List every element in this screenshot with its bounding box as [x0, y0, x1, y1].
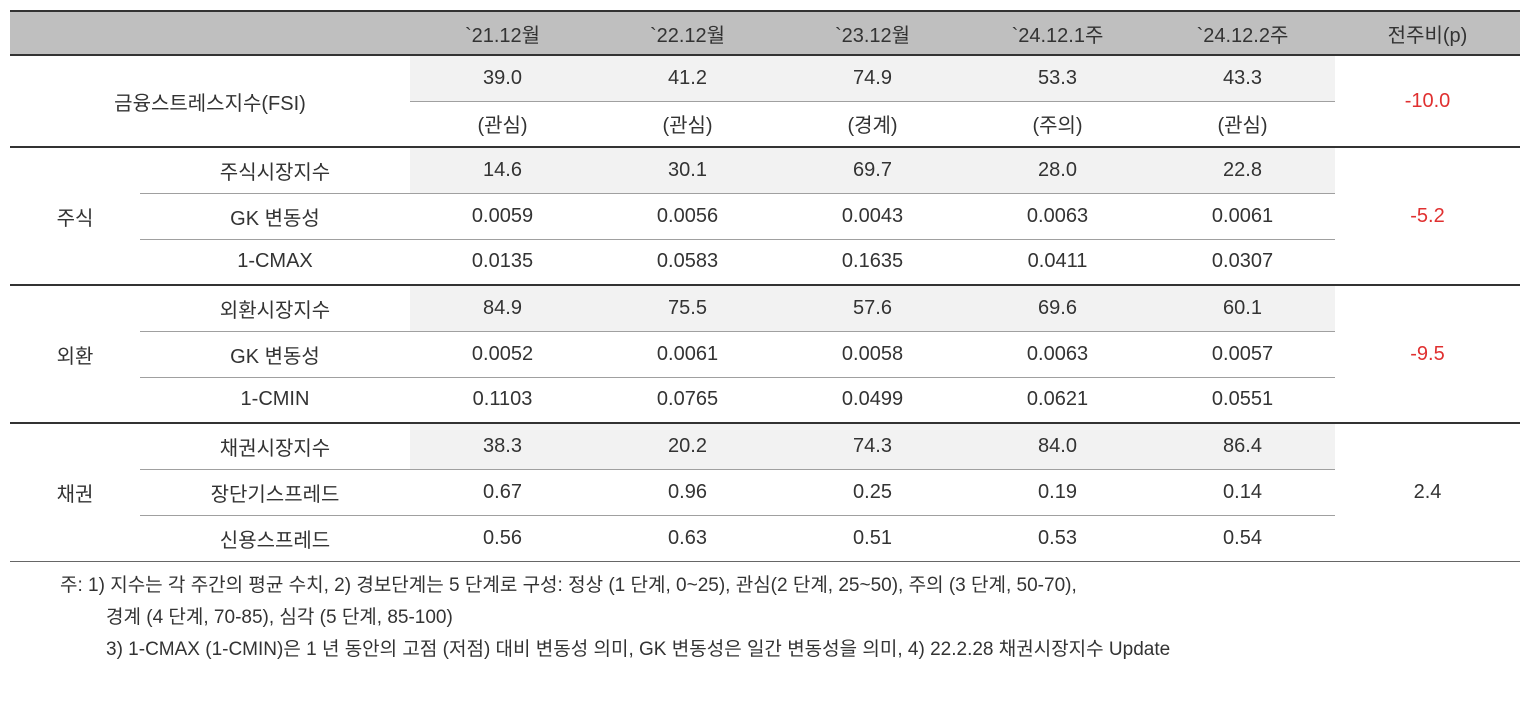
- value-cell: 22.8: [1150, 147, 1335, 193]
- value-cell: 14.6: [410, 147, 595, 193]
- value-cell: 0.14: [1150, 469, 1335, 515]
- table-row: 1-CMIN0.11030.07650.04990.06210.0551: [10, 377, 1520, 423]
- value-cell: 28.0: [965, 147, 1150, 193]
- table-row: 신용스프레드0.560.630.510.530.54: [10, 515, 1520, 561]
- header-row: `21.12월 `22.12월 `23.12월 `24.12.1주 `24.12…: [10, 11, 1520, 55]
- value-cell: 0.0052: [410, 331, 595, 377]
- value-cell: 0.53: [965, 515, 1150, 561]
- delta-cell: 2.4: [1335, 423, 1520, 561]
- value-cell: 0.0061: [1150, 193, 1335, 239]
- footnotes: 주: 1) 지수는 각 주간의 평균 수치, 2) 경보단계는 5 단계로 구성…: [10, 562, 1515, 667]
- header-blank: [10, 11, 410, 55]
- delta-cell: -5.2: [1335, 147, 1520, 285]
- value-cell: 0.0499: [780, 377, 965, 423]
- value-cell: 0.56: [410, 515, 595, 561]
- fsi-table: `21.12월 `22.12월 `23.12월 `24.12.1주 `24.12…: [10, 10, 1520, 562]
- group-label: 주식: [10, 147, 140, 285]
- value-cell: (관심): [595, 101, 780, 147]
- value-cell: 84.9: [410, 285, 595, 331]
- header-col-3: `23.12월: [780, 11, 965, 55]
- row-label: GK 변동성: [140, 193, 410, 239]
- footnote-line-1: 주: 1) 지수는 각 주간의 평균 수치, 2) 경보단계는 5 단계로 구성…: [60, 570, 1515, 602]
- table-row: GK 변동성0.00520.00610.00580.00630.0057: [10, 331, 1520, 377]
- group-label: 채권: [10, 423, 140, 561]
- value-cell: 0.54: [1150, 515, 1335, 561]
- value-cell: (주의): [965, 101, 1150, 147]
- value-cell: 75.5: [595, 285, 780, 331]
- value-cell: 0.0583: [595, 239, 780, 285]
- table-row: 채권채권시장지수38.320.274.384.086.42.4: [10, 423, 1520, 469]
- table-body: 금융스트레스지수(FSI)39.041.274.953.343.3-10.0(관…: [10, 55, 1520, 561]
- value-cell: 0.63: [595, 515, 780, 561]
- table-row: 외환외환시장지수84.975.557.669.660.1-9.5: [10, 285, 1520, 331]
- value-cell: 0.0043: [780, 193, 965, 239]
- value-cell: 69.7: [780, 147, 965, 193]
- table-row: 1-CMAX0.01350.05830.16350.04110.0307: [10, 239, 1520, 285]
- value-cell: 20.2: [595, 423, 780, 469]
- value-cell: 39.0: [410, 55, 595, 101]
- value-cell: 53.3: [965, 55, 1150, 101]
- header-col-1: `21.12월: [410, 11, 595, 55]
- table-row: 금융스트레스지수(FSI)39.041.274.953.343.3-10.0: [10, 55, 1520, 101]
- value-cell: 60.1: [1150, 285, 1335, 331]
- footnote-line-3: 3) 1-CMAX (1-CMIN)은 1 년 동안의 고점 (저점) 대비 변…: [60, 634, 1515, 666]
- value-cell: 0.0061: [595, 331, 780, 377]
- value-cell: 0.0307: [1150, 239, 1335, 285]
- row-label: 신용스프레드: [140, 515, 410, 561]
- value-cell: (경계): [780, 101, 965, 147]
- row-label: 1-CMAX: [140, 239, 410, 285]
- table-row: GK 변동성0.00590.00560.00430.00630.0061: [10, 193, 1520, 239]
- value-cell: (관심): [410, 101, 595, 147]
- value-cell: 0.1635: [780, 239, 965, 285]
- value-cell: 0.0057: [1150, 331, 1335, 377]
- value-cell: 0.0621: [965, 377, 1150, 423]
- value-cell: 0.25: [780, 469, 965, 515]
- value-cell: 86.4: [1150, 423, 1335, 469]
- value-cell: 0.0411: [965, 239, 1150, 285]
- group-label: 금융스트레스지수(FSI): [10, 55, 410, 147]
- value-cell: 0.0551: [1150, 377, 1335, 423]
- value-cell: 84.0: [965, 423, 1150, 469]
- row-label: 채권시장지수: [140, 423, 410, 469]
- value-cell: 38.3: [410, 423, 595, 469]
- delta-cell: -9.5: [1335, 285, 1520, 423]
- footnote-line-2: 경계 (4 단계, 70-85), 심각 (5 단계, 85-100): [60, 602, 1515, 634]
- header-col-2: `22.12월: [595, 11, 780, 55]
- value-cell: 69.6: [965, 285, 1150, 331]
- value-cell: 0.19: [965, 469, 1150, 515]
- value-cell: 0.51: [780, 515, 965, 561]
- row-label: GK 변동성: [140, 331, 410, 377]
- value-cell: 57.6: [780, 285, 965, 331]
- group-label: 외환: [10, 285, 140, 423]
- value-cell: 43.3: [1150, 55, 1335, 101]
- row-label: 외환시장지수: [140, 285, 410, 331]
- table-row: 주식주식시장지수14.630.169.728.022.8-5.2: [10, 147, 1520, 193]
- value-cell: 0.0765: [595, 377, 780, 423]
- value-cell: 0.1103: [410, 377, 595, 423]
- value-cell: (관심): [1150, 101, 1335, 147]
- value-cell: 0.0135: [410, 239, 595, 285]
- header-col-4: `24.12.1주: [965, 11, 1150, 55]
- delta-cell: -10.0: [1335, 55, 1520, 147]
- row-label: 1-CMIN: [140, 377, 410, 423]
- value-cell: 0.0063: [965, 331, 1150, 377]
- header-delta: 전주비(p): [1335, 11, 1520, 55]
- value-cell: 0.67: [410, 469, 595, 515]
- value-cell: 0.96: [595, 469, 780, 515]
- table-row: 장단기스프레드0.670.960.250.190.14: [10, 469, 1520, 515]
- header-col-5: `24.12.2주: [1150, 11, 1335, 55]
- value-cell: 0.0063: [965, 193, 1150, 239]
- row-label: 장단기스프레드: [140, 469, 410, 515]
- value-cell: 0.0058: [780, 331, 965, 377]
- value-cell: 41.2: [595, 55, 780, 101]
- row-label: 주식시장지수: [140, 147, 410, 193]
- value-cell: 74.9: [780, 55, 965, 101]
- value-cell: 74.3: [780, 423, 965, 469]
- value-cell: 30.1: [595, 147, 780, 193]
- value-cell: 0.0059: [410, 193, 595, 239]
- value-cell: 0.0056: [595, 193, 780, 239]
